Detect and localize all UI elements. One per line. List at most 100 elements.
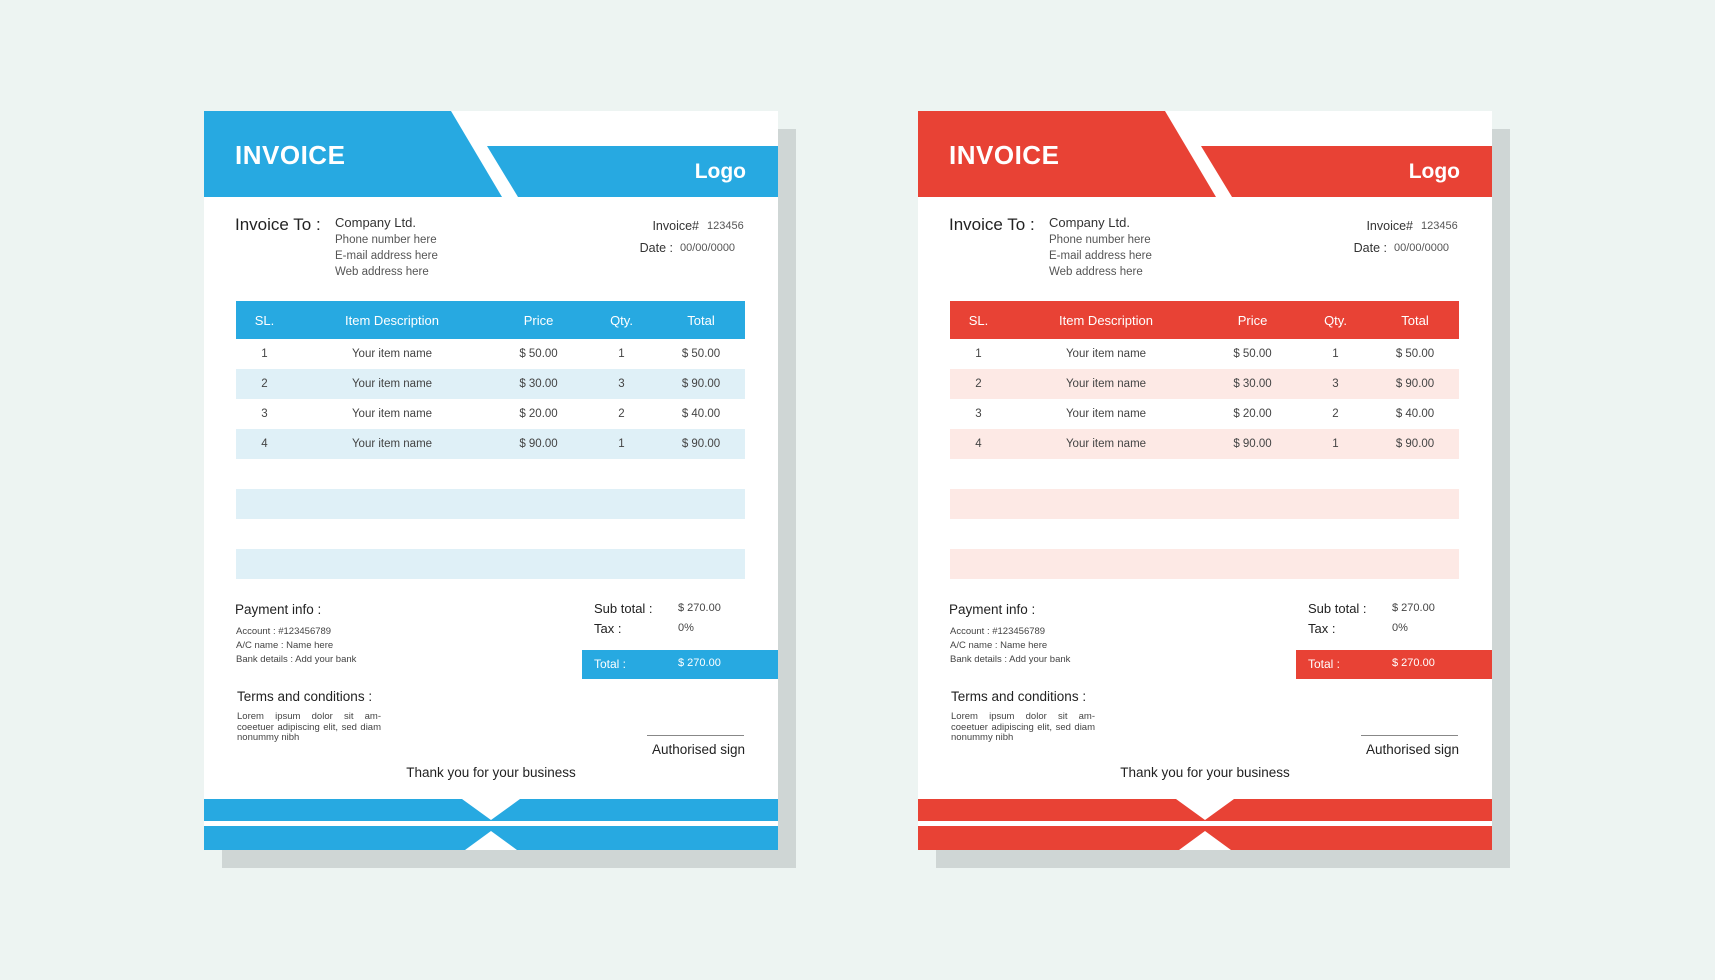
column-header-price: Price	[523, 312, 554, 328]
invoice-to-label: Invoice To :	[235, 215, 321, 234]
account-number: Account : #123456789	[950, 626, 1046, 637]
cell-description: Your item name	[351, 438, 433, 450]
table-row: 4 Your item name $ 90.00 1 $ 90.00	[236, 429, 745, 459]
cell-total: $ 50.00	[1395, 348, 1435, 360]
subtotal-value: $ 270.00	[1392, 602, 1435, 614]
total-bar: Total : $ 270.00	[582, 650, 778, 679]
cell-sl: 4	[975, 438, 982, 450]
bank-details: Bank details : Add your bank	[236, 654, 357, 665]
payment-info-title: Payment info :	[949, 602, 1036, 617]
cell-qty: 2	[618, 408, 625, 420]
cell-total: $ 40.00	[681, 408, 721, 420]
phone-number: Phone number here	[335, 234, 437, 246]
email-address: E-mail address here	[335, 250, 438, 262]
invoice-number-label: Invoice#	[1366, 219, 1413, 233]
empty-table-row	[950, 549, 1459, 579]
column-header-description: Item Description	[345, 312, 439, 328]
total-label: Total :	[594, 657, 627, 671]
footer-band-bottom	[204, 826, 778, 850]
cell-price: $ 20.00	[519, 408, 558, 420]
cell-description: Your item name	[1065, 378, 1147, 390]
column-header-qty: Qty.	[610, 312, 633, 328]
cell-description: Your item name	[1065, 438, 1147, 450]
terms-text: Lorem ipsum dolor sit am-coeetuer adipis…	[237, 711, 381, 743]
company-name: Company Ltd.	[1049, 215, 1130, 230]
thank-you-note: Thank you for your business	[1120, 765, 1290, 780]
subtotal-label: Sub total :	[1308, 601, 1367, 616]
table-row: 3 Your item name $ 20.00 2 $ 40.00	[236, 399, 745, 429]
empty-table-row	[236, 489, 745, 519]
invoice-title: INVOICE	[235, 140, 346, 170]
cell-qty: 1	[1332, 438, 1339, 450]
footer-banner	[204, 799, 778, 850]
cell-sl: 2	[261, 378, 268, 390]
table-row: 1 Your item name $ 50.00 1 $ 50.00	[950, 339, 1459, 369]
header-banner	[204, 111, 778, 197]
terms-text: Lorem ipsum dolor sit am-coeetuer adipis…	[951, 711, 1095, 743]
cell-qty: 3	[1332, 378, 1339, 390]
title-band	[918, 111, 1216, 197]
subtotal-value: $ 270.00	[678, 602, 721, 614]
cell-sl: 3	[261, 408, 268, 420]
web-address: Web address here	[1049, 266, 1143, 278]
table-header-row: SL. Item Description Price Qty. Total	[236, 301, 745, 339]
invoice-paper: INVOICE Logo Invoice To : Company Ltd. P…	[204, 111, 778, 850]
invoice-to-label: Invoice To :	[949, 215, 1035, 234]
account-name: A/C name : Name here	[950, 640, 1048, 651]
column-header-qty: Qty.	[1324, 312, 1347, 328]
tax-value: 0%	[678, 622, 694, 634]
cell-description: Your item name	[351, 378, 433, 390]
signature-line	[1361, 735, 1458, 736]
table-row: 2 Your item name $ 30.00 3 $ 90.00	[236, 369, 745, 399]
invoice-card-red: INVOICE Logo Invoice To : Company Ltd. P…	[918, 111, 1510, 868]
authorised-sign: Authorised sign	[1365, 742, 1459, 757]
tax-label: Tax :	[1308, 621, 1336, 636]
tax-label: Tax :	[594, 621, 622, 636]
cell-description: Your item name	[1065, 348, 1147, 360]
column-header-description: Item Description	[1059, 312, 1153, 328]
cell-price: $ 30.00	[1233, 378, 1272, 390]
invoice-title: INVOICE	[949, 140, 1060, 170]
logo-placeholder: Logo	[1408, 160, 1460, 183]
total-value: $ 270.00	[678, 657, 721, 669]
table-row: 3 Your item name $ 20.00 2 $ 40.00	[950, 399, 1459, 429]
empty-table-row	[950, 489, 1459, 519]
invoice-number-label: Invoice#	[652, 219, 699, 233]
cell-price: $ 90.00	[519, 438, 558, 450]
account-number: Account : #123456789	[236, 626, 332, 637]
invoice-number: 123456	[1421, 220, 1458, 232]
invoice-paper: INVOICE Logo Invoice To : Company Ltd. P…	[918, 111, 1492, 850]
signature-line	[647, 735, 744, 736]
header-banner	[918, 111, 1492, 197]
invoice-date: 00/00/0000	[1394, 242, 1450, 254]
cell-qty: 3	[618, 378, 625, 390]
terms-title: Terms and conditions :	[951, 689, 1087, 704]
cell-sl: 1	[975, 348, 982, 360]
logo-band	[1201, 146, 1492, 197]
cell-price: $ 50.00	[519, 348, 558, 360]
cell-price: $ 20.00	[1233, 408, 1272, 420]
logo-placeholder: Logo	[694, 160, 746, 183]
cell-total: $ 90.00	[681, 438, 721, 450]
total-value: $ 270.00	[1392, 657, 1435, 669]
cell-total: $ 40.00	[1395, 408, 1435, 420]
column-header-total: Total	[1401, 312, 1429, 328]
cell-sl: 4	[261, 438, 268, 450]
cell-total: $ 90.00	[681, 378, 721, 390]
items-table: SL. Item Description Price Qty. Total 1 …	[236, 301, 745, 459]
cell-qty: 1	[618, 438, 625, 450]
total-label: Total :	[1308, 657, 1341, 671]
terms-title: Terms and conditions :	[237, 689, 373, 704]
tax-value: 0%	[1392, 622, 1408, 634]
items-table: SL. Item Description Price Qty. Total 1 …	[950, 301, 1459, 459]
footer-band-top	[204, 799, 778, 821]
cell-total: $ 50.00	[681, 348, 721, 360]
phone-number: Phone number here	[1049, 234, 1151, 246]
cell-description: Your item name	[1065, 408, 1147, 420]
cell-description: Your item name	[351, 408, 433, 420]
table-row: 1 Your item name $ 50.00 1 $ 50.00	[236, 339, 745, 369]
total-bar: Total : $ 270.00	[1296, 650, 1492, 679]
subtotal-label: Sub total :	[594, 601, 653, 616]
column-header-price: Price	[1237, 312, 1268, 328]
table-header-row: SL. Item Description Price Qty. Total	[950, 301, 1459, 339]
